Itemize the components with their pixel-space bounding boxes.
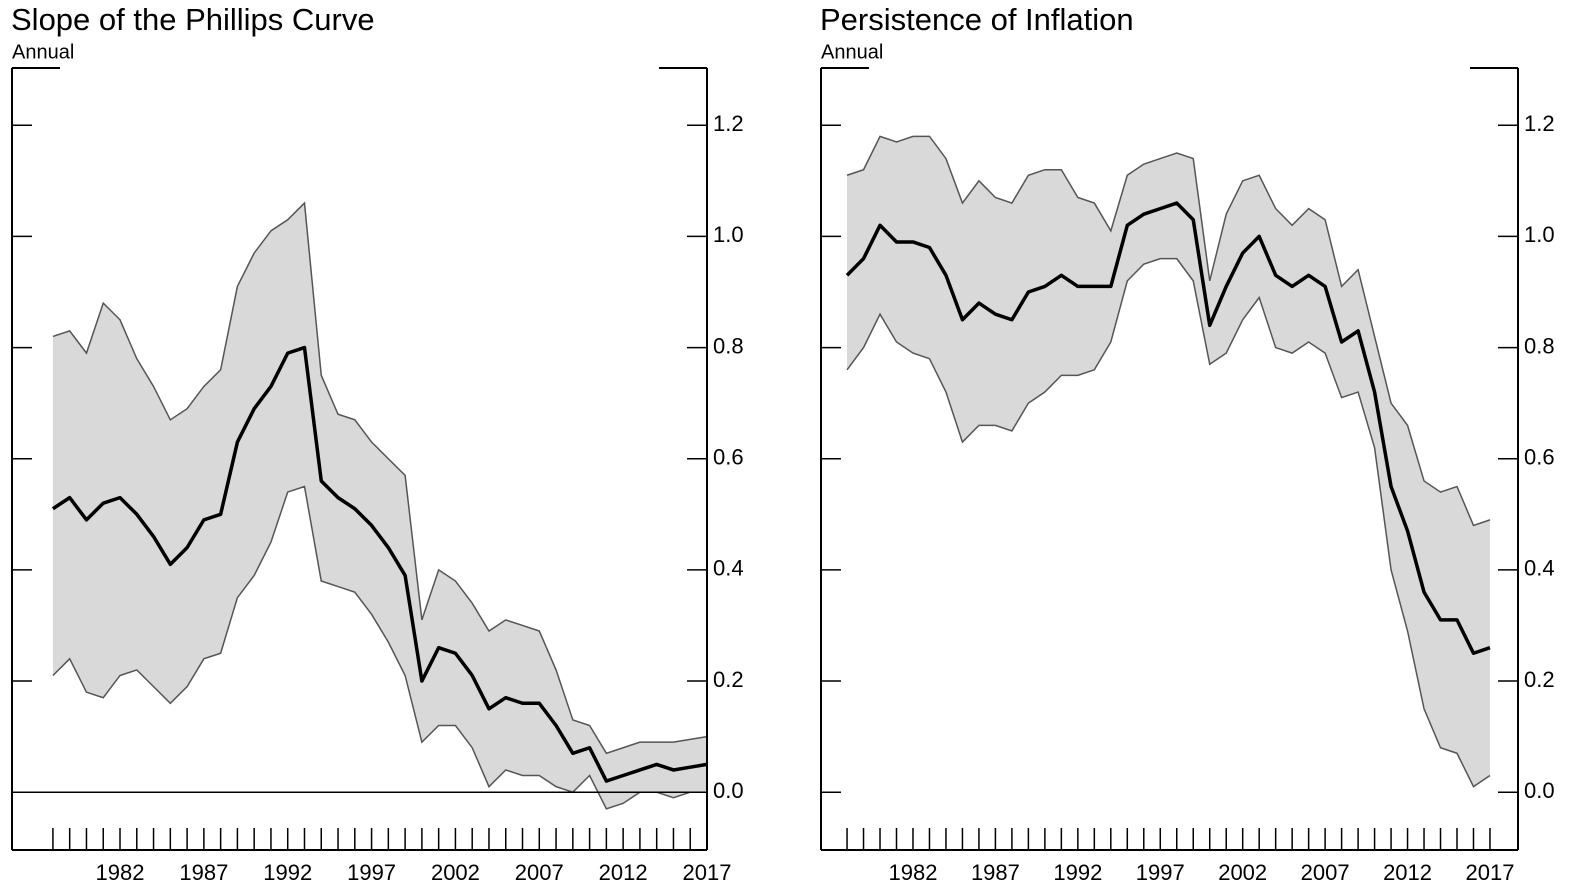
y-tick-label: 1.0: [1524, 222, 1555, 247]
chart-title: Slope of the Phillips Curve: [11, 2, 375, 37]
band-edge: [846, 257, 1491, 788]
y-tick-label: 0.6: [713, 445, 744, 470]
x-tick-label: 2017: [683, 860, 732, 885]
x-tick-label: 2002: [431, 860, 480, 885]
x-tick-label: 1987: [179, 860, 228, 885]
x-tick-label: 2017: [1465, 860, 1514, 885]
x-tick-label: 2007: [1301, 860, 1350, 885]
x-tick-label: 1982: [96, 860, 145, 885]
panel: Persistence of Inflation Annual 0.0 0.2 0.4 0…: [820, 2, 1555, 885]
confidence-band: [847, 136, 1490, 787]
x-tick-label: 1982: [889, 860, 938, 885]
median-line: [51, 345, 708, 783]
x-tick-label: 2007: [515, 860, 564, 885]
y-tick-label: 0.6: [1524, 445, 1555, 470]
x-tick-label: 1987: [971, 860, 1020, 885]
y-tick-label: 0.0: [713, 778, 744, 803]
x-tick-label: 1992: [263, 860, 312, 885]
band-edge: [846, 135, 1491, 527]
y-tick-label: 0.2: [713, 667, 744, 692]
y-tick-label: 0.0: [1524, 778, 1555, 803]
y-tick-label: 0.4: [713, 556, 744, 581]
panel: Slope of the Phillips Curve Annual 0.0 0.2 0…: [11, 2, 744, 885]
subtitle: Annual: [12, 41, 74, 63]
y-tick-label: 0.8: [713, 333, 744, 358]
y-tick-label: 1.2: [713, 111, 744, 136]
x-tick-label: 1997: [347, 860, 396, 885]
y-tick-label: 1.2: [1524, 111, 1555, 136]
subtitle: Annual: [821, 41, 883, 63]
chart-title: Persistence of Inflation: [820, 2, 1134, 37]
x-tick-label: 1997: [1136, 860, 1185, 885]
y-tick-label: 0.8: [1524, 333, 1555, 358]
x-tick-label: 2002: [1218, 860, 1267, 885]
y-tick-label: 1.0: [713, 222, 744, 247]
y-tick-label: 0.4: [1524, 556, 1555, 581]
median-line: [845, 201, 1491, 655]
band-edge: [52, 201, 708, 755]
x-tick-label: 2012: [1383, 860, 1432, 885]
confidence-band: [52, 203, 707, 809]
x-tick-label: 2012: [599, 860, 648, 885]
x-tick-label: 1992: [1053, 860, 1102, 885]
y-tick-label: 0.2: [1524, 667, 1555, 692]
